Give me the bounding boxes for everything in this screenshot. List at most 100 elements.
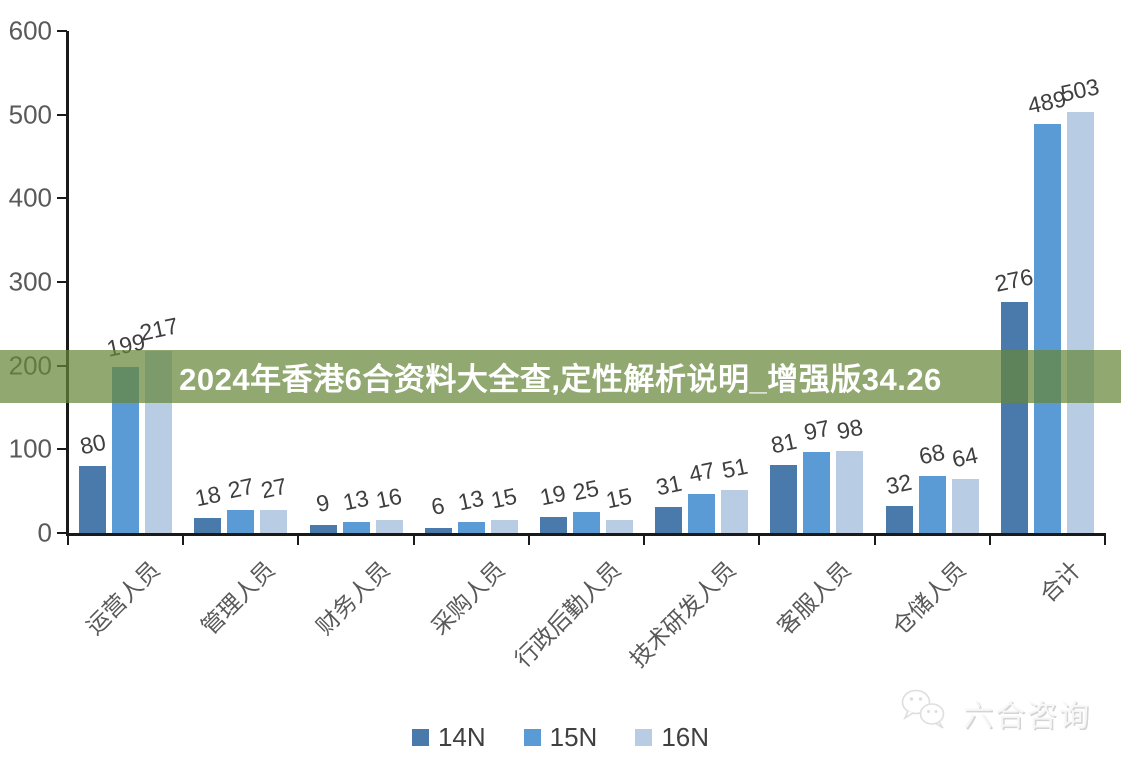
bar-value-label: 81 <box>768 427 800 459</box>
x-tick-mark <box>297 536 300 545</box>
bar-value-label: 51 <box>719 452 750 484</box>
bar-value-label: 13 <box>455 484 487 516</box>
x-tick-mark <box>758 536 761 545</box>
bar-16N-行政后勤人员: 15 <box>604 483 635 533</box>
bar-15N-采购人员: 13 <box>456 485 486 533</box>
bar-16N-仓储人员: 64 <box>950 442 980 533</box>
x-category-label: 行政后勤人员 <box>509 556 626 673</box>
bar-16N-采购人员: 15 <box>489 483 519 533</box>
legend-item: 14N <box>411 722 486 753</box>
bar-group: 9 13 16 <box>298 482 413 533</box>
bar-15N-管理人员: 27 <box>226 473 256 533</box>
legend-swatch-icon <box>523 729 541 746</box>
bar-15N-行政后勤人员: 25 <box>571 475 602 533</box>
bar-group: 18 27 27 <box>183 473 298 533</box>
x-category-label: 运营人员 <box>80 556 165 640</box>
watermark: 六合咨询 <box>899 688 1091 737</box>
bar-value-label: 97 <box>801 414 833 446</box>
x-category-label: 仓储人员 <box>887 556 971 640</box>
bar-group: 81 97 98 <box>759 414 874 533</box>
x-tick-mark <box>1104 536 1106 545</box>
bar-value-label: 217 <box>137 312 180 347</box>
bar-value-label: 80 <box>77 428 108 460</box>
bar-value-label: 16 <box>373 482 405 514</box>
x-category-label: 客服人员 <box>772 556 856 640</box>
bar-value-label: 47 <box>686 456 717 488</box>
x-axis-line <box>66 533 1106 536</box>
bar-14N-客服人员: 81 <box>769 428 799 533</box>
bar-14N-仓储人员: 32 <box>884 469 914 533</box>
bar-16N-技术研发人员: 51 <box>719 453 750 533</box>
y-tick-label: 300 <box>8 266 52 297</box>
bar-value-label: 31 <box>653 469 684 501</box>
legend-swatch-icon <box>411 729 429 746</box>
legend-label: 16N <box>661 722 710 752</box>
legend: 14N 15N 16N <box>0 722 1121 753</box>
bar-value-label: 19 <box>538 479 569 511</box>
bar-14N-行政后勤人员: 19 <box>538 480 569 533</box>
bar-15N-仓储人员: 68 <box>917 439 947 533</box>
y-tick-label: 400 <box>8 182 52 213</box>
x-tick-mark <box>873 536 876 545</box>
bar-group: 276 489 503 <box>990 73 1105 533</box>
y-tick-mark <box>57 448 67 451</box>
y-tick-mark <box>57 30 67 32</box>
watermark-text: 六合咨询 <box>963 699 1091 733</box>
x-tick-mark <box>412 536 415 545</box>
legend-swatch-icon <box>635 729 653 746</box>
wechat-chat-bubbles-icon <box>899 688 953 737</box>
bar-14N-财务人员: 9 <box>309 489 337 533</box>
bar-15N-财务人员: 13 <box>341 485 371 533</box>
bar-value-label: 15 <box>604 483 635 514</box>
bar-14N-合计: 276 <box>993 263 1036 533</box>
overlay-banner: 2024年香港6合资料大全查,定性解析说明_增强版34.26 <box>0 350 1121 403</box>
bar-value-label: 276 <box>992 263 1036 297</box>
x-category-label: 管理人员 <box>196 556 280 640</box>
x-category-label: 采购人员 <box>426 556 510 640</box>
bar-value-label: 64 <box>949 442 981 473</box>
bar-value-label: 68 <box>916 438 948 470</box>
bar-group: 32 68 64 <box>875 439 990 533</box>
x-tick-mark <box>67 536 69 545</box>
y-tick-mark <box>57 197 67 200</box>
x-tick-mark <box>988 536 991 545</box>
bar-14N-管理人员: 18 <box>193 481 223 533</box>
y-tick-label: 100 <box>8 433 52 464</box>
bar-value-label: 27 <box>225 473 256 504</box>
bar-value-label: 13 <box>340 484 372 516</box>
legend-label: 15N <box>549 722 598 752</box>
bar-14N-技术研发人员: 31 <box>653 470 684 533</box>
bar-value-label: 32 <box>883 468 915 500</box>
bar-value-label: 25 <box>571 474 602 506</box>
y-tick-mark <box>57 113 67 116</box>
y-tick-label: 0 <box>37 517 52 548</box>
bar-value-label: 9 <box>313 489 332 518</box>
x-category-label: 技术研发人员 <box>624 556 741 673</box>
x-category-label: 合计 <box>1035 556 1087 608</box>
y-tick-mark <box>57 281 67 283</box>
y-tick-label: 600 <box>8 15 52 46</box>
x-tick-mark <box>643 536 646 545</box>
x-category-label: 财务人员 <box>311 556 395 640</box>
y-tick-mark <box>57 532 67 534</box>
overlay-banner-text: 2024年香港6合资料大全查,定性解析说明_增强版34.26 <box>179 362 942 397</box>
y-axis-line <box>66 31 69 536</box>
legend-label: 14N <box>437 722 486 752</box>
bar-16N-客服人员: 98 <box>835 414 865 533</box>
bar-value-label: 18 <box>192 480 223 512</box>
bar-group: 19 25 15 <box>529 475 644 533</box>
y-tick-label: 500 <box>8 99 52 130</box>
bar-15N-合计: 489 <box>1026 85 1069 533</box>
x-tick-mark <box>527 536 530 545</box>
bar-group: 31 47 51 <box>644 453 759 533</box>
bar-14N-运营人员: 80 <box>77 429 108 533</box>
legend-item: 16N <box>635 722 709 753</box>
legend-item: 15N <box>523 722 598 753</box>
bar-value-label: 27 <box>258 473 289 504</box>
bar-16N-合计: 503 <box>1059 73 1102 533</box>
bar-value-label: 98 <box>834 413 866 445</box>
bar-16N-财务人员: 16 <box>374 482 404 533</box>
bar-group: 6 13 15 <box>414 483 529 533</box>
bar-value-label: 15 <box>488 483 520 514</box>
